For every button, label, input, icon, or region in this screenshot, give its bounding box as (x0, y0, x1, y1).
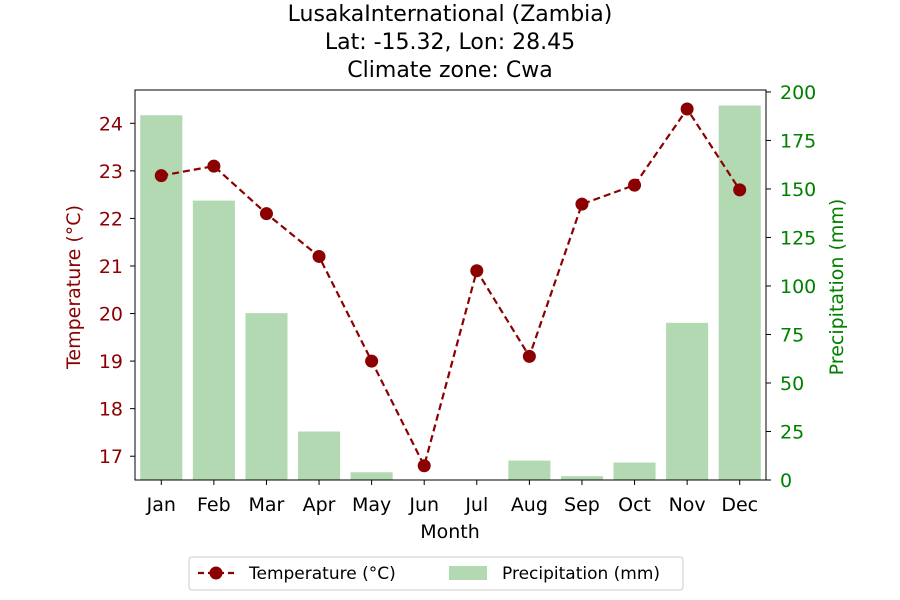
precip-bar-aug (508, 460, 551, 480)
x-tick-label: Feb (197, 494, 231, 516)
chart-title-line2: Lat: -15.32, Lon: 28.45 (325, 30, 575, 55)
precipitation-bars (140, 105, 761, 480)
right-tick-label: 175 (780, 130, 816, 152)
right-tick-label: 150 (780, 179, 816, 201)
precip-bar-nov (666, 322, 709, 480)
left-tick-label: 18 (99, 399, 123, 421)
legend-box (188, 556, 684, 591)
x-tick-label: May (352, 494, 391, 516)
precip-bar-apr (298, 431, 341, 480)
temp-point-mar (259, 207, 273, 221)
x-tick-label: Jun (408, 494, 439, 516)
legend-dot-marker (209, 566, 223, 580)
legend: Temperature (°C) Precipitation (mm) (188, 556, 684, 591)
left-axis-label: Temperature (°C) (63, 205, 85, 370)
right-axis-label: Precipitation (mm) (826, 199, 848, 376)
left-tick-label: 22 (99, 208, 123, 230)
left-tick-label: 23 (99, 161, 123, 183)
x-axis-ticks: Jan Feb Mar Apr May Jun Jul Aug Sep Oct Nov Dec (146, 480, 758, 516)
x-tick-label: Aug (511, 494, 548, 516)
temp-point-aug (522, 349, 536, 363)
right-tick-label: 125 (780, 227, 816, 249)
right-tick-label: 0 (780, 470, 792, 492)
x-tick-label: Nov (669, 494, 706, 516)
x-tick-label: Jul (464, 494, 488, 516)
right-axis-ticks: 0 25 50 75 100 125 150 175 200 (766, 82, 816, 492)
legend-label-temperature: Temperature (°C) (248, 564, 396, 584)
x-tick-label: Oct (618, 494, 651, 516)
left-tick-label: 24 (99, 113, 123, 135)
x-tick-label: Apr (303, 494, 336, 516)
legend-label-precipitation: Precipitation (mm) (502, 564, 660, 584)
right-tick-label: 75 (780, 324, 804, 346)
precip-bar-oct (613, 462, 656, 480)
precip-bar-sep (560, 476, 603, 480)
left-axis-ticks: 17 18 19 20 21 22 23 24 (99, 113, 135, 468)
temp-point-nov (680, 102, 694, 116)
temp-point-jul (470, 264, 484, 278)
precip-bar-feb (192, 200, 235, 480)
x-tick-label: Mar (249, 494, 285, 516)
right-tick-label: 100 (780, 276, 816, 298)
left-tick-label: 19 (99, 351, 123, 373)
right-tick-label: 200 (780, 82, 816, 104)
left-tick-label: 17 (99, 446, 123, 468)
precip-bar-may (350, 472, 393, 480)
left-tick-label: 21 (99, 256, 123, 278)
temp-point-oct (628, 178, 642, 192)
temp-point-apr (312, 249, 326, 263)
temperature-line (161, 107, 741, 469)
precip-bar-mar (245, 313, 288, 480)
x-tick-label: Jan (146, 494, 176, 516)
chart-title-line3: Climate zone: Cwa (347, 58, 552, 83)
temp-point-dec (733, 183, 747, 197)
plot-frame (134, 89, 767, 481)
x-tick-label: Sep (564, 494, 600, 516)
legend-swatch-precipitation (449, 566, 487, 580)
chart-title-line1: LusakaInternational (Zambia) (288, 2, 613, 27)
right-tick-label: 25 (780, 421, 804, 443)
right-tick-label: 50 (780, 373, 804, 395)
x-axis-label: Month (420, 521, 480, 543)
temp-point-may (365, 354, 379, 368)
temp-point-jun (417, 459, 431, 473)
temperature-series (154, 102, 747, 473)
temp-point-feb (207, 159, 221, 173)
precip-bar-dec (718, 105, 761, 480)
temp-point-sep (575, 197, 589, 211)
left-tick-label: 20 (99, 304, 123, 326)
temp-point-jan (154, 169, 168, 183)
x-tick-label: Dec (721, 494, 758, 516)
